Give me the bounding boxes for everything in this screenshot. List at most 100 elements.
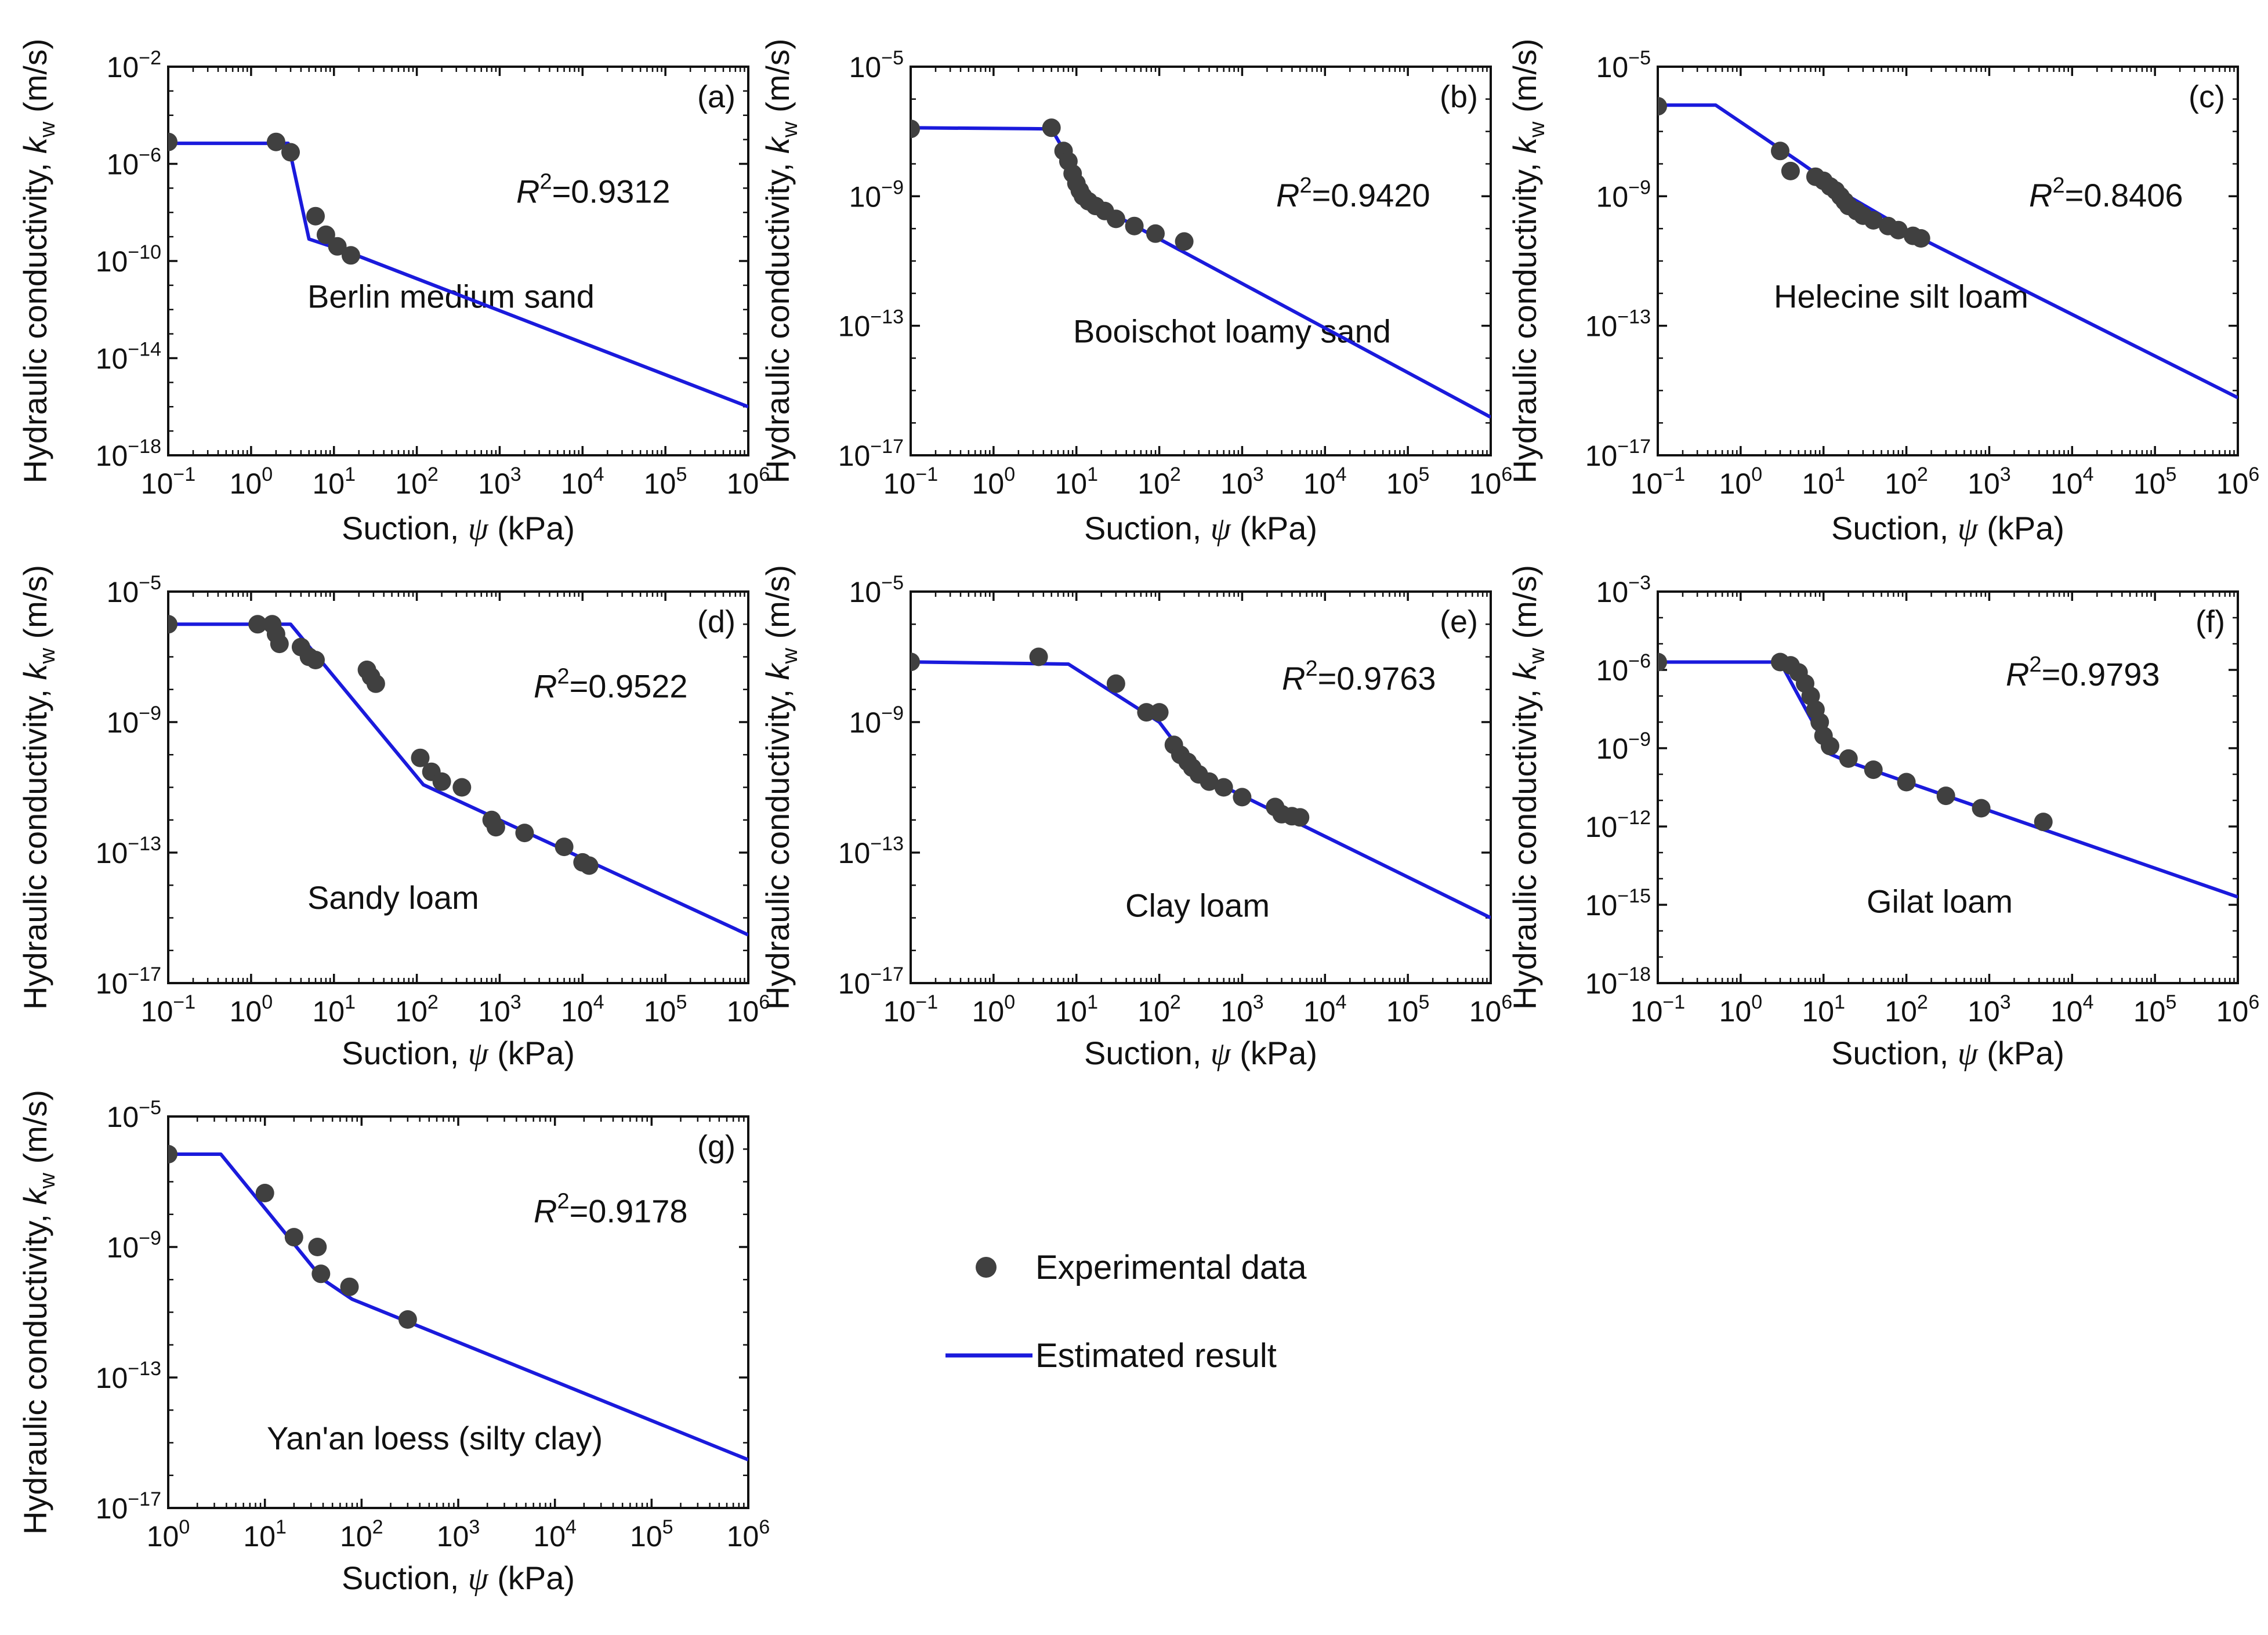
x-axis-ticks	[910, 592, 1492, 983]
data-point	[1146, 224, 1165, 243]
x-tick-base: 10	[2216, 995, 2249, 1028]
chart-panel-f: 10−1 100 101 102 103 104 105 10610−1810−1510−12…	[1506, 565, 2259, 1072]
data-point	[1214, 778, 1233, 797]
x-tick-exponent: 2	[427, 991, 439, 1013]
data-point	[1106, 209, 1125, 229]
data-point	[1781, 161, 1800, 180]
x-tick-label: 103	[478, 463, 521, 500]
x-tick-base: 10	[478, 995, 510, 1028]
x-tick-exponent: 0	[262, 463, 273, 485]
legend-line-label: Estimated result	[1035, 1337, 1277, 1375]
x-tick-base: 10	[395, 995, 427, 1028]
x-label-prefix: Suction,	[1084, 510, 1211, 546]
r2-symbol: R	[1276, 177, 1299, 213]
x-tick-exponent: −1	[1662, 991, 1685, 1013]
r-squared: R2=0.9178	[534, 1189, 688, 1229]
panel-title: Helecine silt loam	[1774, 278, 2028, 314]
y-axis-label: Hydraulic conductivity, kw (m/s)	[17, 565, 60, 1010]
data-point	[1175, 232, 1194, 251]
data-point	[911, 652, 920, 672]
plot-frame	[910, 590, 1492, 984]
x-tick-exponent: 6	[2248, 463, 2259, 485]
y-tick-label: 10−5	[107, 1097, 161, 1133]
x-tick-label: 102	[1137, 463, 1181, 500]
x-tick-label: 103	[1968, 991, 2011, 1028]
y-tick-base: 10	[838, 837, 871, 869]
x-tick-base: 10	[1885, 467, 1917, 500]
x-tick-label: 101	[1055, 991, 1098, 1028]
data-point	[555, 838, 574, 857]
y-tick-label: 10−9	[107, 1227, 161, 1264]
y-tick-exponent: −6	[1628, 650, 1651, 672]
x-tick-base: 10	[243, 1520, 276, 1553]
r2-superscript: 2	[1305, 657, 1317, 681]
x-tick-base: 10	[644, 467, 676, 500]
r2-value: =0.9420	[1312, 177, 1430, 213]
y-tick-label: 10−18	[96, 436, 161, 472]
x-tick-exponent: 4	[593, 463, 604, 485]
y-label-unit: (m/s)	[1506, 565, 1543, 648]
y-tick-exponent: −9	[139, 1227, 161, 1249]
x-tick-exponent: 2	[1170, 463, 1181, 485]
x-tick-base: 10	[883, 467, 916, 500]
y-tick-exponent: −17	[870, 963, 904, 985]
estimated-line	[1658, 103, 2238, 400]
x-label-unit: (kPa)	[488, 510, 575, 546]
panel-title: Yan'an loess (silty clay)	[267, 1420, 603, 1456]
r2-superscript: 2	[557, 1189, 569, 1213]
r2-value: =0.9178	[570, 1192, 688, 1229]
x-axis-label: Suction, ψ (kPa)	[1084, 510, 1317, 547]
y-tick-base: 10	[849, 576, 882, 608]
x-tick-exponent: 3	[2000, 463, 2011, 485]
x-tick-label: 104	[561, 463, 604, 500]
y-tick-label: 10−13	[1585, 306, 1651, 343]
y-tick-exponent: −9	[139, 702, 161, 724]
x-tick-exponent: 2	[1917, 991, 1928, 1013]
panel-title: Clay loam	[1125, 887, 1270, 923]
data-point	[281, 143, 300, 162]
y-tick-exponent: −17	[128, 1488, 161, 1510]
y-axis-ticks	[1658, 66, 2238, 456]
r2-symbol: R	[1282, 660, 1305, 697]
x-tick-base: 10	[1386, 467, 1419, 500]
y-tick-exponent: −3	[1628, 572, 1651, 594]
y-label-unit: (m/s)	[17, 565, 53, 648]
x-label-symbol: ψ	[468, 1036, 489, 1072]
x-tick-exponent: 0	[1004, 463, 1015, 485]
x-tick-exponent: 6	[759, 463, 770, 485]
panel-letter: (f)	[2195, 604, 2225, 639]
x-tick-label: 104	[533, 1516, 577, 1553]
x-tick-base: 10	[141, 995, 173, 1028]
y-tick-exponent: −17	[128, 963, 161, 985]
x-label-unit: (kPa)	[1978, 510, 2064, 546]
y-tick-label: 10−5	[849, 47, 904, 84]
x-tick-base: 10	[312, 995, 345, 1028]
x-tick-label: 106	[1469, 991, 1513, 1028]
x-tick-exponent: 6	[1501, 991, 1512, 1013]
data-point	[340, 1277, 359, 1296]
y-tick-exponent: −18	[1617, 963, 1651, 985]
x-tick-base: 10	[312, 467, 345, 500]
x-label-unit: (kPa)	[1231, 510, 1317, 546]
y-label-unit: (m/s)	[17, 1090, 53, 1173]
data-point	[911, 119, 920, 139]
panel-title: Berlin medium sand	[307, 278, 595, 314]
y-label-prefix: Hydraulic conductivity,	[17, 154, 53, 484]
y-tick-label: 10−9	[849, 176, 904, 213]
r2-symbol: R	[516, 173, 539, 210]
x-axis-ticks	[910, 67, 1492, 455]
y-axis-label: Hydraulic conductivity, kw (m/s)	[759, 565, 802, 1010]
y-label-subscript: w	[35, 1173, 60, 1190]
x-tick-base: 10	[1968, 467, 2000, 500]
r2-symbol: R	[2029, 177, 2052, 213]
x-tick-exponent: 0	[262, 991, 273, 1013]
plot-data	[1658, 97, 2238, 400]
x-tick-label: 10−1	[883, 991, 938, 1028]
x-tick-exponent: 3	[1253, 463, 1264, 485]
x-tick-label: 106	[727, 463, 770, 500]
x-tick-exponent: 1	[1087, 991, 1098, 1013]
x-tick-label: 105	[1386, 991, 1430, 1028]
x-tick-label: 101	[1802, 463, 1845, 500]
x-tick-exponent: 3	[2000, 991, 2011, 1013]
y-tick-exponent: −13	[870, 833, 904, 855]
